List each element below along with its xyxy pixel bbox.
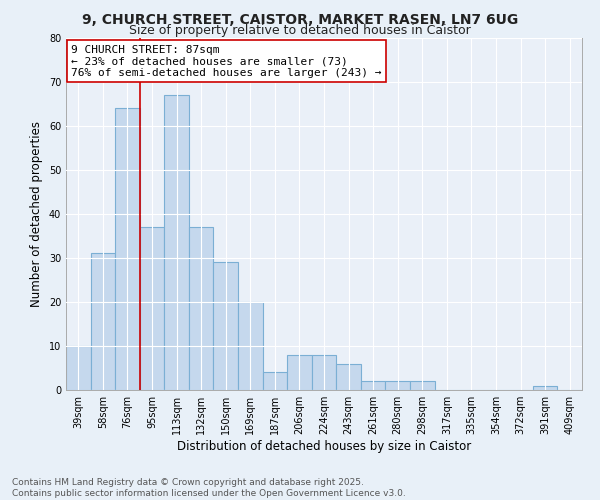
Bar [385, 381, 410, 390]
Bar [410, 381, 434, 390]
Bar [336, 364, 361, 390]
Text: 9 CHURCH STREET: 87sqm
← 23% of detached houses are smaller (73)
76% of semi-det: 9 CHURCH STREET: 87sqm ← 23% of detached… [71, 44, 382, 78]
Y-axis label: Number of detached properties: Number of detached properties [30, 120, 43, 306]
Bar [164, 95, 189, 390]
Bar [533, 386, 557, 390]
Bar [214, 262, 238, 390]
Bar [238, 302, 263, 390]
Bar [361, 381, 385, 390]
Bar [66, 346, 91, 390]
Bar [287, 355, 312, 390]
Bar [115, 108, 140, 390]
Bar [140, 227, 164, 390]
Bar [91, 254, 115, 390]
Text: 9, CHURCH STREET, CAISTOR, MARKET RASEN, LN7 6UG: 9, CHURCH STREET, CAISTOR, MARKET RASEN,… [82, 12, 518, 26]
Text: Size of property relative to detached houses in Caistor: Size of property relative to detached ho… [129, 24, 471, 37]
Bar [312, 355, 336, 390]
Text: Contains HM Land Registry data © Crown copyright and database right 2025.
Contai: Contains HM Land Registry data © Crown c… [12, 478, 406, 498]
Bar [189, 227, 214, 390]
X-axis label: Distribution of detached houses by size in Caistor: Distribution of detached houses by size … [177, 440, 471, 453]
Bar [263, 372, 287, 390]
